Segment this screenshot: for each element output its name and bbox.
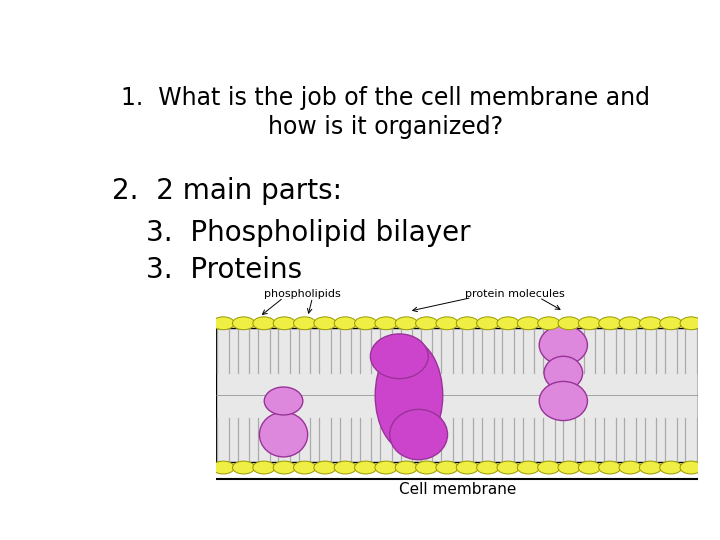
Circle shape [354,317,377,330]
Circle shape [477,461,499,474]
Circle shape [660,317,682,330]
Bar [216,328,698,462]
Circle shape [212,461,234,474]
Circle shape [314,317,336,330]
Ellipse shape [539,381,588,421]
Circle shape [456,461,479,474]
Circle shape [517,317,539,330]
Text: how is it organized?: how is it organized? [268,114,503,139]
Circle shape [578,461,600,474]
Circle shape [538,461,560,474]
Text: 3.  Proteins: 3. Proteins [145,256,302,284]
Circle shape [436,461,458,474]
Circle shape [436,317,458,330]
Circle shape [619,317,642,330]
Text: phospholipids: phospholipids [264,289,341,299]
Ellipse shape [370,334,428,379]
Ellipse shape [390,409,448,460]
Circle shape [273,461,295,474]
Circle shape [578,317,600,330]
Text: Cell membrane: Cell membrane [398,482,516,497]
Circle shape [334,461,356,474]
Circle shape [212,317,234,330]
Circle shape [233,317,255,330]
Circle shape [680,461,702,474]
Ellipse shape [375,340,443,451]
Circle shape [619,461,642,474]
Circle shape [395,461,418,474]
Circle shape [375,317,397,330]
Circle shape [599,461,621,474]
Text: 3.  Phospholipid bilayer: 3. Phospholipid bilayer [145,219,470,247]
Circle shape [497,317,519,330]
Circle shape [517,461,539,474]
Circle shape [395,317,418,330]
Circle shape [415,317,438,330]
Circle shape [538,317,560,330]
Ellipse shape [264,387,303,415]
Circle shape [558,461,580,474]
Circle shape [273,317,295,330]
Circle shape [456,317,479,330]
Circle shape [334,317,356,330]
Circle shape [680,317,702,330]
Circle shape [314,461,336,474]
Ellipse shape [259,412,307,457]
Circle shape [497,461,519,474]
Circle shape [415,461,438,474]
Circle shape [599,317,621,330]
Circle shape [354,461,377,474]
Circle shape [639,461,662,474]
Text: protein molecules: protein molecules [465,289,565,299]
Text: 1.  What is the job of the cell membrane and: 1. What is the job of the cell membrane … [121,85,650,110]
Ellipse shape [544,356,582,390]
Circle shape [660,461,682,474]
Circle shape [253,317,275,330]
Circle shape [253,461,275,474]
Circle shape [233,461,255,474]
Circle shape [558,317,580,330]
Circle shape [375,461,397,474]
Circle shape [294,461,315,474]
Circle shape [639,317,662,330]
Circle shape [294,317,315,330]
Text: 2.  2 main parts:: 2. 2 main parts: [112,177,342,205]
Ellipse shape [539,326,588,365]
Circle shape [477,317,499,330]
